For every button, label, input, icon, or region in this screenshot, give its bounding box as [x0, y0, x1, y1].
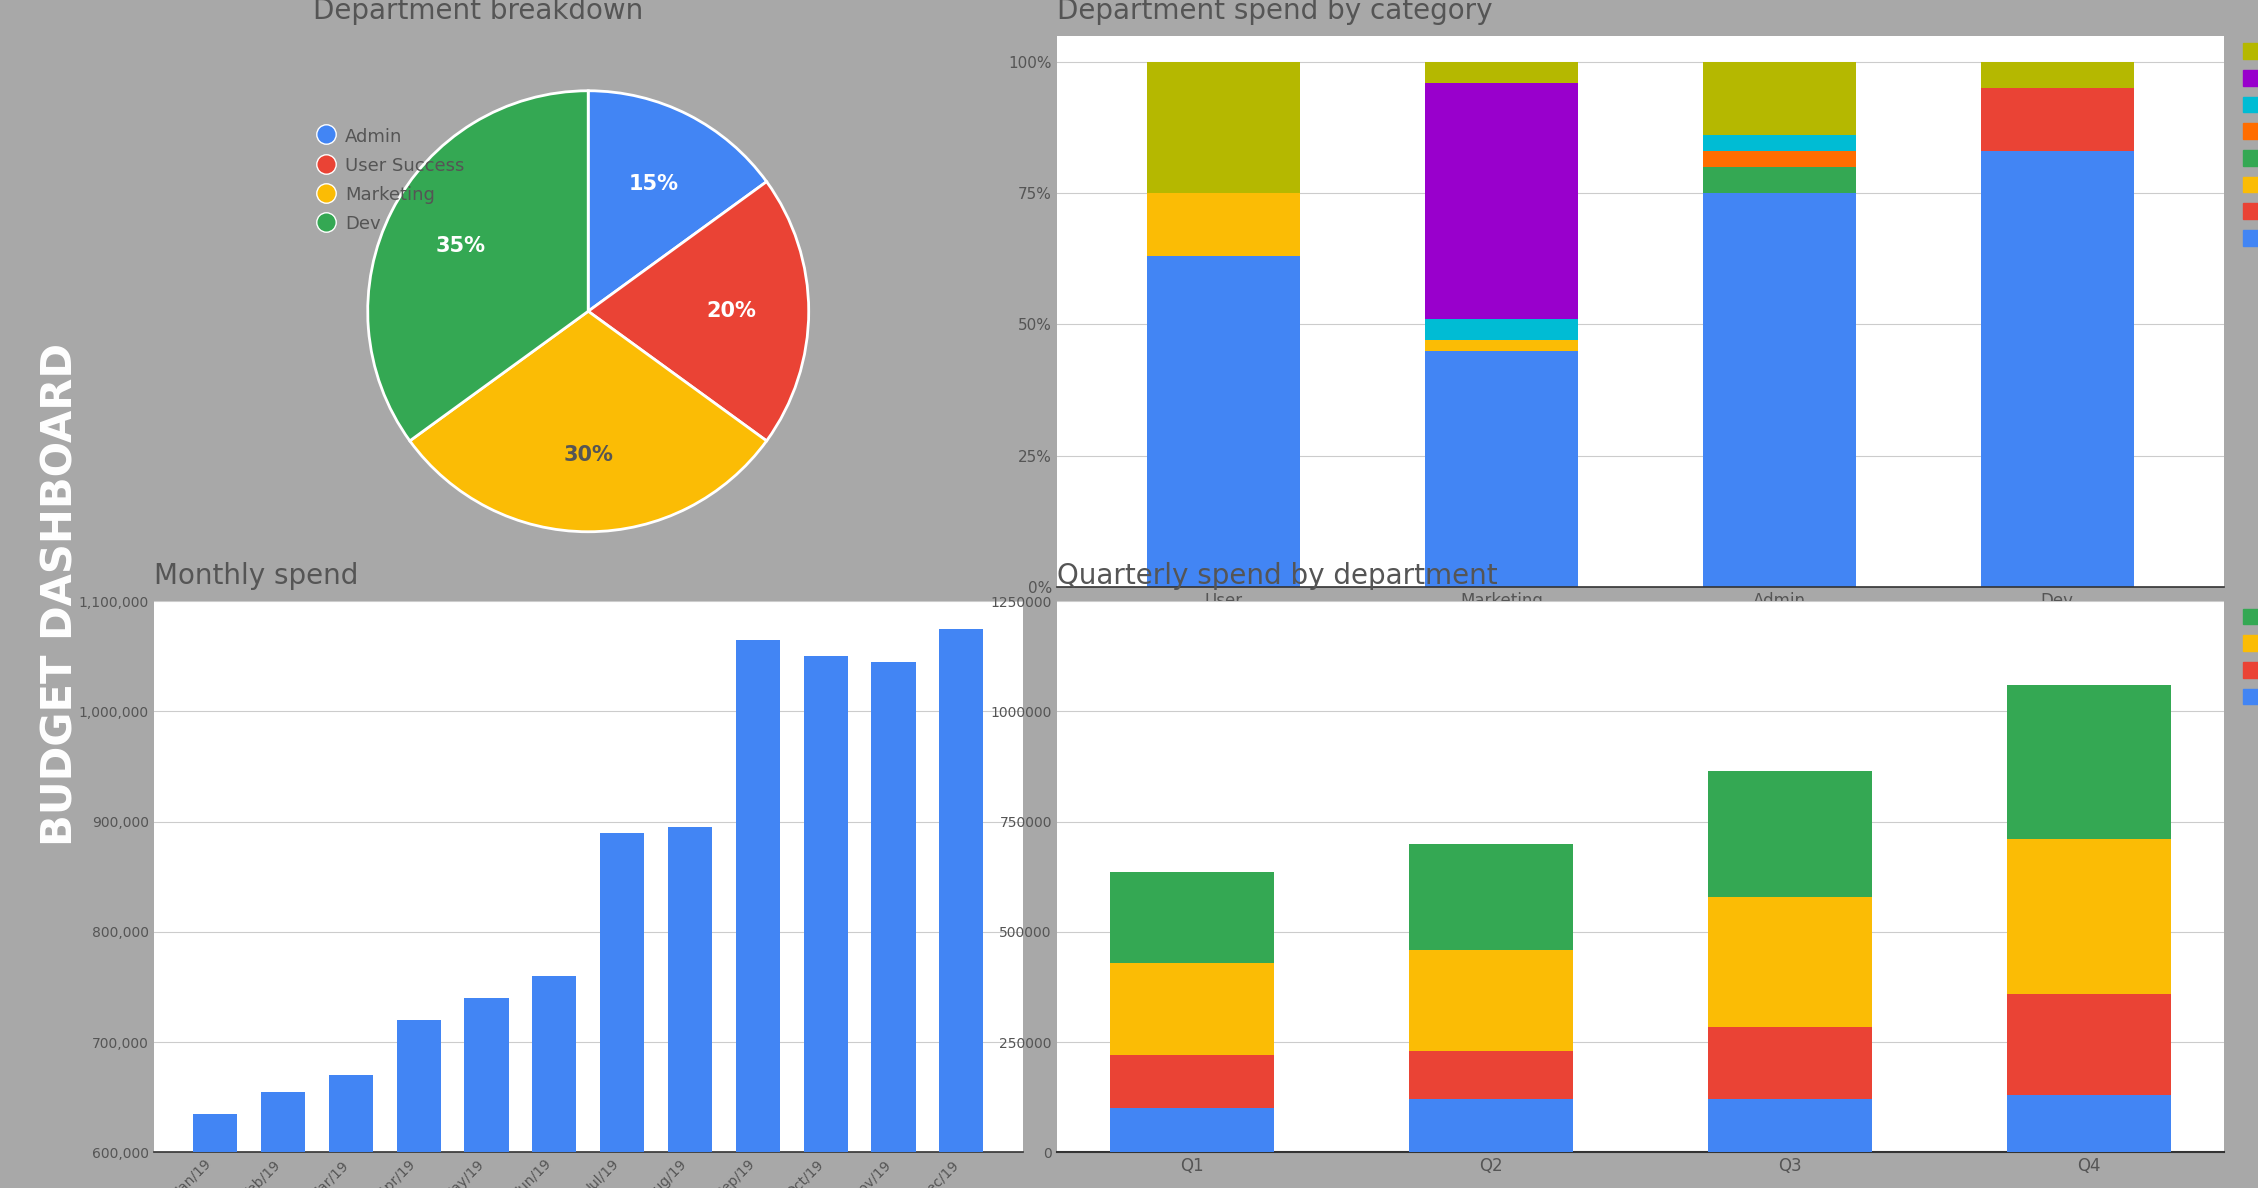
Bar [1409, 843, 1574, 949]
Bar [533, 977, 576, 1188]
Bar [872, 662, 914, 1188]
Bar [804, 656, 847, 1188]
Text: 20%: 20% [707, 302, 756, 321]
Bar [1707, 771, 1872, 897]
Legend: Dev, Marketing, User Success, Admin: Dev, Marketing, User Success, Admin [2244, 608, 2258, 704]
Bar [1425, 340, 1578, 350]
Bar [1111, 962, 1274, 1055]
Bar [1409, 949, 1574, 1051]
Bar [939, 628, 984, 1188]
Bar [1703, 166, 1856, 194]
Bar [1425, 350, 1578, 587]
Bar [1409, 1051, 1574, 1099]
Bar [1147, 62, 1301, 194]
Bar [1703, 62, 1856, 135]
Text: Monthly spend: Monthly spend [154, 562, 359, 590]
Wedge shape [587, 182, 808, 441]
Wedge shape [368, 90, 589, 441]
Text: Quarterly spend by department: Quarterly spend by department [1057, 562, 1497, 590]
Text: 15%: 15% [628, 173, 677, 194]
Bar [736, 639, 779, 1188]
Wedge shape [409, 311, 768, 532]
Bar [1409, 1099, 1574, 1152]
Bar [1980, 62, 2134, 88]
Bar [601, 833, 644, 1188]
Bar [1707, 1026, 1872, 1099]
Bar [1980, 88, 2134, 151]
Bar [1111, 1055, 1274, 1108]
Bar [1425, 320, 1578, 340]
Bar [1980, 151, 2134, 587]
Bar [1147, 257, 1301, 587]
Bar [1703, 151, 1856, 166]
Text: Department spend by category: Department spend by category [1057, 0, 1493, 25]
Bar [1147, 194, 1301, 257]
Bar [330, 1075, 373, 1188]
Bar [1425, 62, 1578, 83]
Text: 35%: 35% [436, 236, 485, 257]
Bar [1703, 135, 1856, 151]
Bar [2007, 993, 2170, 1095]
Bar [465, 998, 508, 1188]
Wedge shape [587, 90, 768, 311]
Text: 30%: 30% [562, 444, 614, 465]
Legend: Other, Marketing, Utilities, Supplies, Office Rent, Sales, Software, Salaries: Other, Marketing, Utilities, Supplies, O… [2244, 43, 2258, 246]
Bar [1707, 897, 1872, 1026]
Bar [2007, 1095, 2170, 1152]
Bar [2007, 685, 2170, 839]
Bar [668, 827, 711, 1188]
Legend: Admin, User Success, Marketing, Dev: Admin, User Success, Marketing, Dev [321, 127, 465, 233]
Text: BUDGET DASHBOARD: BUDGET DASHBOARD [41, 342, 81, 846]
Bar [397, 1020, 440, 1188]
Bar [1703, 194, 1856, 587]
Bar [262, 1092, 305, 1188]
Text: Department breakdown: Department breakdown [312, 0, 644, 25]
Bar [1111, 1108, 1274, 1152]
Bar [194, 1114, 237, 1188]
Bar [1111, 872, 1274, 962]
Bar [2007, 839, 2170, 993]
Bar [1425, 83, 1578, 320]
Bar [1707, 1099, 1872, 1152]
